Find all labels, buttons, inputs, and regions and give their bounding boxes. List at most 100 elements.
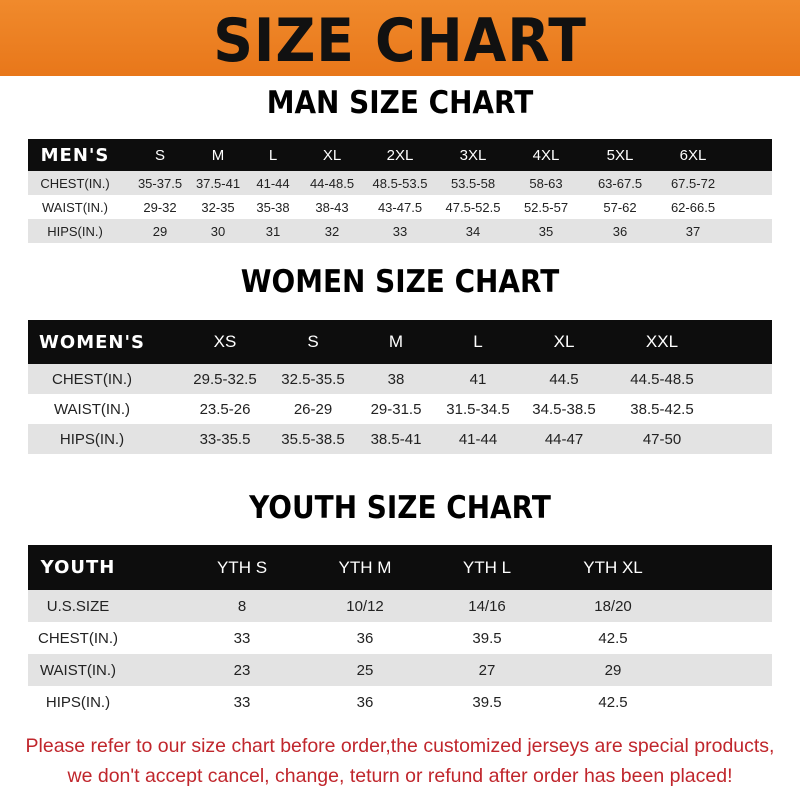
size-header-cell: YTH XL <box>583 557 643 577</box>
size-header-cell: 2XL <box>386 146 414 164</box>
women-size-table: WOMEN'S XS S M L XL XXL CHEST(IN.) 29.5-32.5 32.5… <box>28 320 772 454</box>
table-cell: 30 <box>210 223 226 239</box>
table-cell: 67.5-72 <box>670 175 716 191</box>
table-cell: 35 <box>538 223 554 239</box>
table-cell: 38.5-42.5 <box>630 400 694 418</box>
table-cell: 32.5-35.5 <box>281 370 345 388</box>
table-title-cell: WOMEN'S <box>39 331 145 353</box>
row-label: WAIST(IN.) <box>42 199 108 215</box>
table-cell: 18/20 <box>594 597 632 615</box>
table-cell: 29-32 <box>143 199 177 215</box>
table-row: WAIST(IN.) 23 25 27 29 <box>28 654 772 686</box>
row-label: WAIST(IN.) <box>39 661 117 679</box>
table-cell: 47.5-52.5 <box>445 199 501 215</box>
row-label: WAIST(IN.) <box>53 400 131 418</box>
table-cell: 37.5-41 <box>195 175 241 191</box>
table-cell: 14/16 <box>468 597 506 615</box>
size-header-cell: S <box>307 332 319 351</box>
size-header-cell: S <box>154 146 166 164</box>
size-header-cell: XL <box>553 332 575 351</box>
table-cell: 31.5-34.5 <box>446 400 510 418</box>
table-cell: 26-29 <box>293 400 333 418</box>
size-header-cell: M <box>211 146 225 164</box>
table-cell: 62-66.5 <box>670 199 716 215</box>
table-cell: 48.5-53.5 <box>372 175 428 191</box>
table-cell: 29.5-32.5 <box>193 370 257 388</box>
table-cell: 33 <box>392 223 408 239</box>
table-cell: 41-44 <box>256 175 290 191</box>
table-cell: 27 <box>478 661 496 679</box>
table-cell: 44-48.5 <box>309 175 355 191</box>
table-cell: 38.5-41 <box>370 430 422 448</box>
table-row: HIPS(IN.) 29 30 31 32 33 34 35 36 37 <box>28 219 772 243</box>
youth-size-table: YOUTH YTH S YTH M YTH L YTH XL U.S.SIZE 8 10/12… <box>28 545 772 718</box>
size-header-cell: YTH L <box>462 557 512 577</box>
size-header-cell: L <box>268 146 278 164</box>
row-label: HIPS(IN.) <box>59 430 125 448</box>
size-header-cell: YTH M <box>338 557 392 577</box>
table-row: U.S.SIZE 8 10/12 14/16 18/20 <box>28 590 772 622</box>
row-label: CHEST(IN.) <box>38 629 118 647</box>
women-section-title: WOMEN SIZE CHART <box>240 264 560 300</box>
table-cell: 33 <box>233 629 251 647</box>
table-cell: 32 <box>324 223 340 239</box>
men-section-title: MAN SIZE CHART <box>266 85 534 121</box>
table-cell: 35.5-38.5 <box>281 430 345 448</box>
table-cell: 57-62 <box>603 199 637 215</box>
table-cell: 34.5-38.5 <box>532 400 596 418</box>
size-header-cell: 5XL <box>606 146 634 164</box>
table-cell: 33 <box>233 693 251 711</box>
table-cell: 8 <box>237 597 247 615</box>
table-cell: 58-63 <box>529 175 563 191</box>
table-cell: 39.5 <box>472 693 502 711</box>
table-cell: 43-47.5 <box>377 199 423 215</box>
table-cell: 44.5-48.5 <box>630 370 694 388</box>
table-cell: 29 <box>152 223 168 239</box>
table-cell: 41-44 <box>458 430 498 448</box>
table-row: CHEST(IN.) 33 36 39.5 42.5 <box>28 622 772 654</box>
size-header-cell: XS <box>213 332 237 351</box>
table-cell: 38-43 <box>315 199 349 215</box>
table-cell: 42.5 <box>598 629 628 647</box>
table-cell: 25 <box>356 661 374 679</box>
men-size-table: MEN'S S M L XL 2XL 3XL 4XL 5XL 6XL CHEST(IN.) 35-37… <box>28 139 772 243</box>
row-label: CHEST(IN.) <box>52 370 132 388</box>
table-cell: 35-37.5 <box>137 175 183 191</box>
row-label: U.S.SIZE <box>46 597 110 615</box>
table-row: CHEST(IN.) 29.5-32.5 32.5-35.5 38 41 44.5 44.5… <box>28 364 772 394</box>
notice-line-1: Please refer to our size chart before or… <box>25 735 775 757</box>
size-header-cell: L <box>473 332 483 351</box>
table-cell: 32-35 <box>201 199 235 215</box>
size-header-cell: XL <box>322 146 342 164</box>
table-cell: 47-50 <box>642 430 682 448</box>
table-cell: 63-67.5 <box>597 175 643 191</box>
table-cell: 44-47 <box>544 430 584 448</box>
row-label: HIPS(IN.) <box>47 223 103 239</box>
table-cell: 41 <box>469 370 487 388</box>
size-header-cell: M <box>388 332 404 351</box>
size-header-cell: XXL <box>645 332 679 351</box>
table-cell: 33-35.5 <box>199 430 251 448</box>
table-row: WAIST(IN.) 29-32 32-35 35-38 38-43 43-47.5 47.… <box>28 195 772 219</box>
table-cell: 36 <box>356 629 374 647</box>
men-header-row: MEN'S S M L XL 2XL 3XL 4XL 5XL 6XL <box>28 139 772 171</box>
table-cell: 34 <box>465 223 481 239</box>
table-cell: 53.5-58 <box>450 175 496 191</box>
row-label: CHEST(IN.) <box>40 175 110 191</box>
table-cell: 35-38 <box>256 199 290 215</box>
table-cell: 39.5 <box>472 629 502 647</box>
youth-header-row: YOUTH YTH S YTH M YTH L YTH XL <box>28 545 772 590</box>
table-cell: 36 <box>612 223 628 239</box>
youth-section-title: YOUTH SIZE CHART <box>249 490 551 526</box>
table-cell: 31 <box>265 223 281 239</box>
table-row: WAIST(IN.) 23.5-26 26-29 29-31.5 31.5-34.5 34… <box>28 394 772 424</box>
size-header-cell: YTH S <box>216 557 268 577</box>
size-header-cell: 3XL <box>459 146 487 164</box>
table-cell: 23.5-26 <box>199 400 251 418</box>
table-title-cell: YOUTH <box>40 557 116 578</box>
size-header-cell: 4XL <box>532 146 560 164</box>
main-title: SIZE CHART <box>213 6 587 76</box>
table-cell: 29-31.5 <box>370 400 422 418</box>
table-cell: 42.5 <box>598 693 628 711</box>
table-cell: 23 <box>233 661 251 679</box>
